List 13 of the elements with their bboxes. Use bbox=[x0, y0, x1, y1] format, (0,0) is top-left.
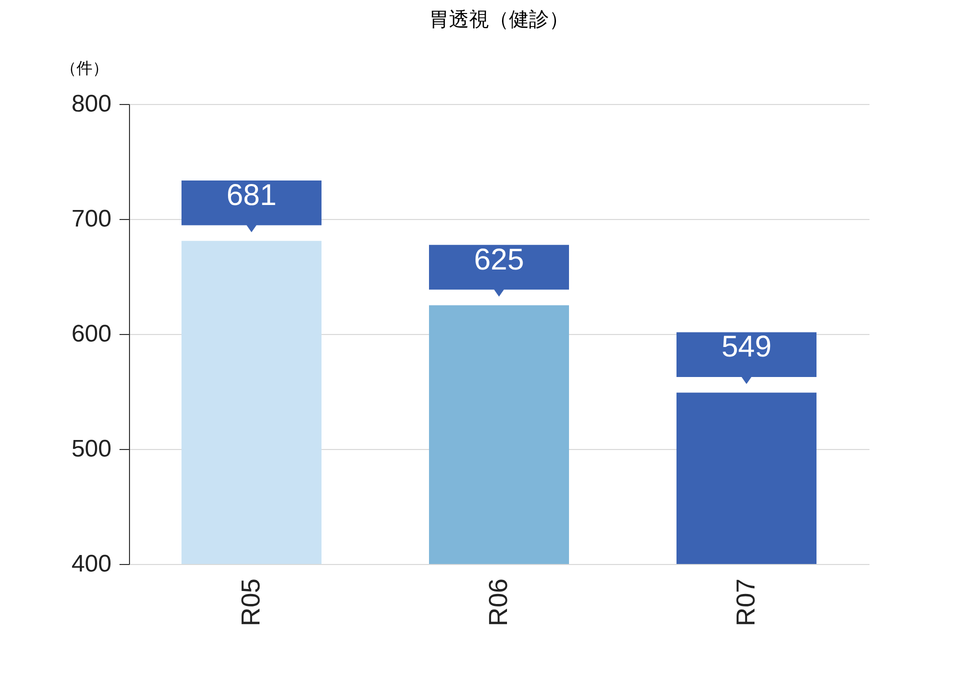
y-tick-label: 800 bbox=[71, 90, 112, 118]
x-tick-label: R05 bbox=[236, 578, 266, 626]
y-tick-label: 700 bbox=[71, 206, 112, 232]
y-axis-title: （件） bbox=[60, 60, 108, 78]
x-tick-label: R06 bbox=[483, 578, 513, 626]
y-tick-label: 600 bbox=[71, 320, 112, 348]
y-tick-label: 500 bbox=[71, 436, 112, 462]
data-label: 549 bbox=[721, 330, 772, 364]
data-label: 625 bbox=[474, 243, 524, 276]
x-tick-label: R07 bbox=[730, 578, 760, 626]
data-label: 681 bbox=[226, 178, 277, 212]
chart-title: 胃透視（健診） bbox=[429, 9, 569, 31]
y-tick-label: 400 bbox=[71, 550, 112, 578]
